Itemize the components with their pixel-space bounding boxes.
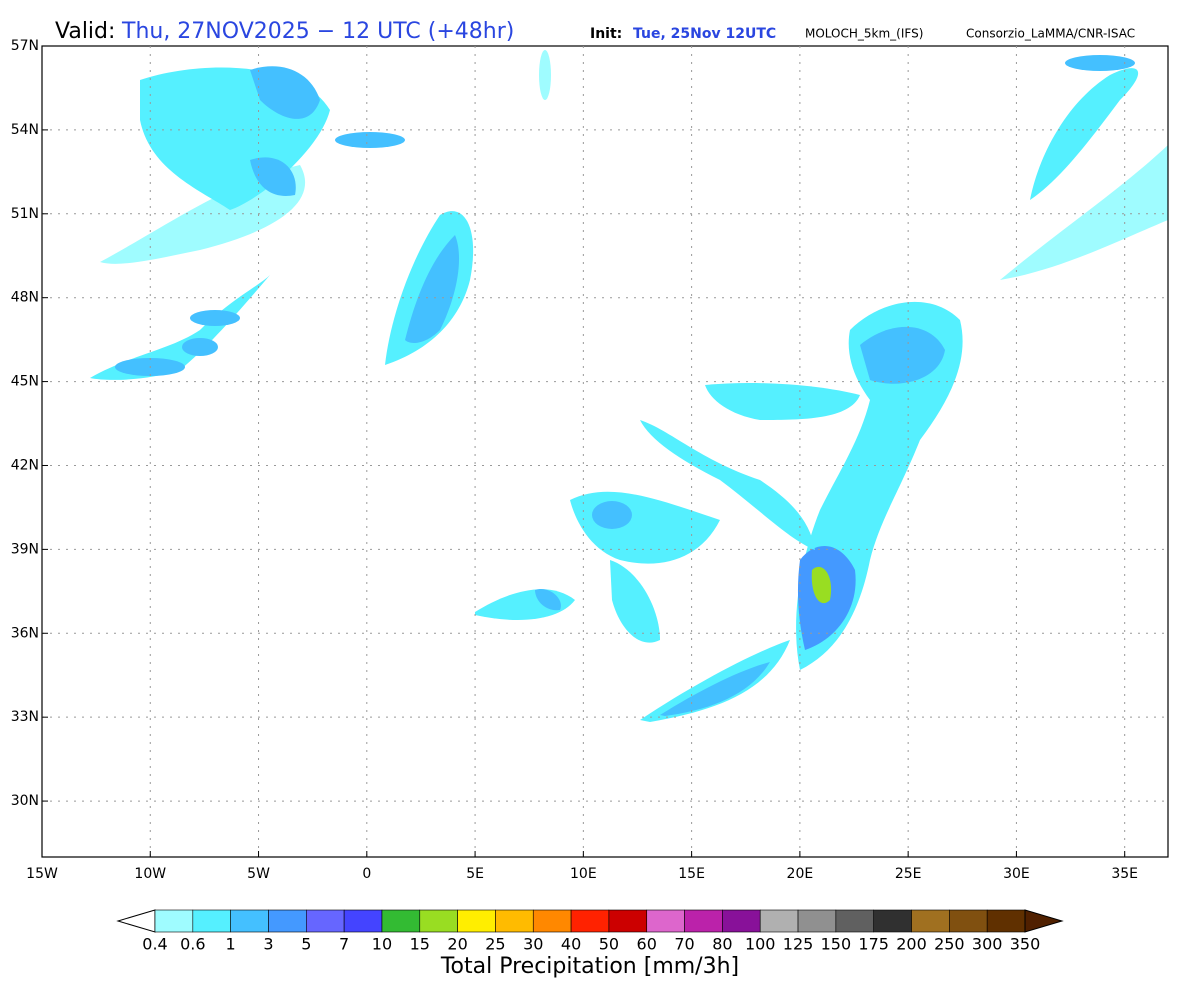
colorbar-label: 30: [523, 935, 543, 954]
valid-label: Valid:: [55, 19, 115, 44]
colorbar-box: [495, 909, 534, 933]
colorbar-box: [646, 909, 685, 933]
y-tick-label: 48N: [11, 290, 39, 306]
colorbar-box: [873, 909, 912, 933]
colorbar-label: 200: [896, 935, 927, 954]
colorbar-box: [343, 909, 383, 933]
colorbar-label: 150: [821, 935, 852, 954]
colorbar-box: [192, 909, 231, 933]
y-tick-label: 30N: [11, 793, 39, 809]
x-tick-label: 10W: [134, 866, 166, 882]
y-tick-label: 33N: [11, 709, 39, 725]
map-frame: [41, 45, 1169, 858]
credit: Consorzio_LaMMA/CNR-ISAC: [966, 27, 1135, 41]
colorbar-label: 40: [561, 935, 581, 954]
colorbar-label: 5: [301, 935, 311, 954]
x-tick-label: 30E: [1003, 866, 1030, 882]
y-tick-label: 57N: [11, 38, 39, 54]
y-tick-label: 51N: [11, 206, 39, 222]
colorbar-label: 20: [447, 935, 467, 954]
model-name: MOLOCH_5km_(IFS): [805, 27, 923, 41]
colorbar: 0.4 0.6 1 3 5 7 10 15 20 25 30 40 50 60 70 80 100 125 150 1…: [116, 909, 1064, 954]
colorbar-box: [268, 909, 307, 933]
colorbar-label: 25: [485, 935, 505, 954]
colorbar-label: 125: [783, 935, 814, 954]
colorbar-box: [419, 909, 458, 933]
colorbar-box: [722, 909, 761, 933]
colorbar-box: [570, 909, 610, 933]
x-tick-label: 15E: [678, 866, 705, 882]
colorbar-label: 0.6: [180, 935, 205, 954]
x-tick-label: 0: [362, 866, 371, 882]
colorbar-label: 7: [339, 935, 349, 954]
colorbar-box: [230, 909, 269, 933]
x-tick-label: 10E: [570, 866, 597, 882]
colorbar-box: [759, 909, 799, 933]
x-tick-label: 25E: [895, 866, 922, 882]
colorbar-label: 70: [674, 935, 694, 954]
colorbar-box: [532, 909, 572, 933]
y-tick-label: 45N: [11, 374, 39, 390]
colorbar-box: [835, 909, 874, 933]
colorbar-box: [306, 909, 345, 933]
colorbar-label: 250: [934, 935, 965, 954]
y-tick-label: 42N: [11, 457, 39, 473]
y-tick-label: 54N: [11, 122, 39, 138]
colorbar-label: 15: [410, 935, 430, 954]
x-tick-label: 35E: [1111, 866, 1138, 882]
colorbar-box: [911, 909, 950, 933]
map-axes: 15W 10W 5W 0 5E 10E 15E 20E 25E 30E 35E 30N 33N 36N 39…: [11, 38, 1168, 882]
x-tick-label: 5W: [247, 866, 270, 882]
colorbar-title: Total Precipitation [mm/3h]: [440, 954, 739, 979]
valid-time: Thu, 27NOV2025 − 12 UTC (+48hr): [121, 19, 514, 44]
colorbar-box: [381, 909, 421, 933]
colorbar-label: 60: [637, 935, 657, 954]
y-tick-label: 39N: [11, 541, 39, 557]
colorbar-label: 300: [972, 935, 1003, 954]
colorbar-box: [154, 909, 194, 933]
y-tick-label: 36N: [11, 625, 39, 641]
colorbar-under: [116, 909, 156, 933]
precipitation-field: [90, 50, 1168, 722]
colorbar-label: 0.4: [142, 935, 167, 954]
x-tick-label: 15W: [26, 866, 58, 882]
colorbar-label: 50: [599, 935, 619, 954]
colorbar-label: 175: [858, 935, 889, 954]
colorbar-box: [457, 909, 496, 933]
init-label: Init:: [590, 26, 622, 42]
colorbar-label: 1: [226, 935, 236, 954]
colorbar-box: [797, 909, 837, 933]
colorbar-box: [949, 909, 988, 933]
colorbar-box: [684, 909, 723, 933]
colorbar-box: [986, 909, 1026, 933]
colorbar-box: [608, 909, 648, 933]
colorbar-label: 10: [372, 935, 392, 954]
colorbar-over: [1024, 909, 1064, 933]
colorbar-label: 80: [712, 935, 732, 954]
colorbar-label: 3: [263, 935, 273, 954]
colorbar-label: 350: [1010, 935, 1041, 954]
x-tick-label: 20E: [787, 866, 814, 882]
x-tick-label: 5E: [466, 866, 484, 882]
init-time: Tue, 25Nov 12UTC: [633, 26, 776, 42]
colorbar-label: 100: [745, 935, 776, 954]
